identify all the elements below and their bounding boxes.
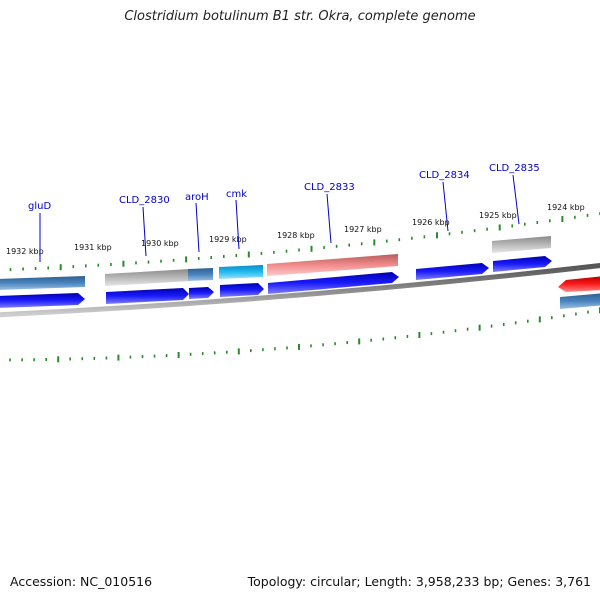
cds-arrow-3[interactable] [189,287,214,299]
kbp-label: 1928 kbp [277,231,315,240]
gene-label-CLD_2833[interactable]: CLD_2833 [304,182,355,193]
gene-label-CLD_2830[interactable]: CLD_2830 [119,195,170,206]
kbp-label: 1926 kbp [412,218,450,227]
gene-label-layer: gluD CLD_2830 aroH cmk CLD_2833 CLD_2834… [28,163,540,212]
gene-feature-unlabeled-red[interactable] [558,276,600,292]
genome-summary: Topology: circular; Length: 3,958,233 bp… [247,574,591,589]
kbp-label: 1927 kbp [344,225,382,234]
leader-CLD_2834 [442,181,449,232]
gene-label-gluD[interactable]: gluD [28,201,51,212]
leader-cmk [235,199,240,250]
cds-arrow-6[interactable] [416,263,489,280]
kbp-label: 1925 kbp [479,211,517,220]
gene-label-cmk[interactable]: cmk [226,189,247,200]
leader-CLD_2835 [512,174,520,225]
gene-feature-CLD_2830[interactable] [105,269,190,286]
gene-feature-gluD[interactable] [0,276,85,290]
kbp-label: 1931 kbp [74,243,112,252]
cds-arrow-4[interactable] [220,283,264,297]
cds-arrow-7[interactable] [493,256,552,272]
kbp-label: 1929 kbp [209,235,247,244]
cds-arrow-8[interactable] [560,293,600,309]
accession-label: Accession: NC_010516 [10,574,153,589]
leader-aroH [195,202,200,253]
gene-feature-CLD_2835[interactable] [492,236,551,253]
kbp-label: 1930 kbp [141,239,179,248]
gene-label-aroH[interactable]: aroH [185,192,209,203]
gene-label-CLD_2834[interactable]: CLD_2834 [419,170,470,181]
gene-feature-aroH[interactable] [188,268,213,281]
gene-label-CLD_2835[interactable]: CLD_2835 [489,163,540,174]
inner-tick-track [9,307,600,363]
cds-arrow-2[interactable] [106,288,189,304]
gene-label-leaders [39,174,520,262]
cds-arrow-track [0,256,600,309]
cds-arrow-1[interactable] [0,293,85,308]
cds-arrow-5[interactable] [268,272,399,294]
gene-feature-cmk[interactable] [219,265,263,279]
outer-tick-track [9,212,600,272]
leader-CLD_2833 [326,193,332,244]
page-title: Clostridium botulinum B1 str. Okra, comp… [124,9,476,24]
kbp-label: 1924 kbp [547,203,585,212]
leader-CLD_2830 [142,206,147,257]
gene-feature-CLD_2833[interactable] [267,254,398,276]
kbp-label-layer: 1932 kbp 1931 kbp 1930 kbp 1929 kbp 1928… [6,203,585,256]
genome-backbone [0,263,600,318]
outer-feature-track [0,236,600,292]
kbp-label: 1932 kbp [6,247,44,256]
